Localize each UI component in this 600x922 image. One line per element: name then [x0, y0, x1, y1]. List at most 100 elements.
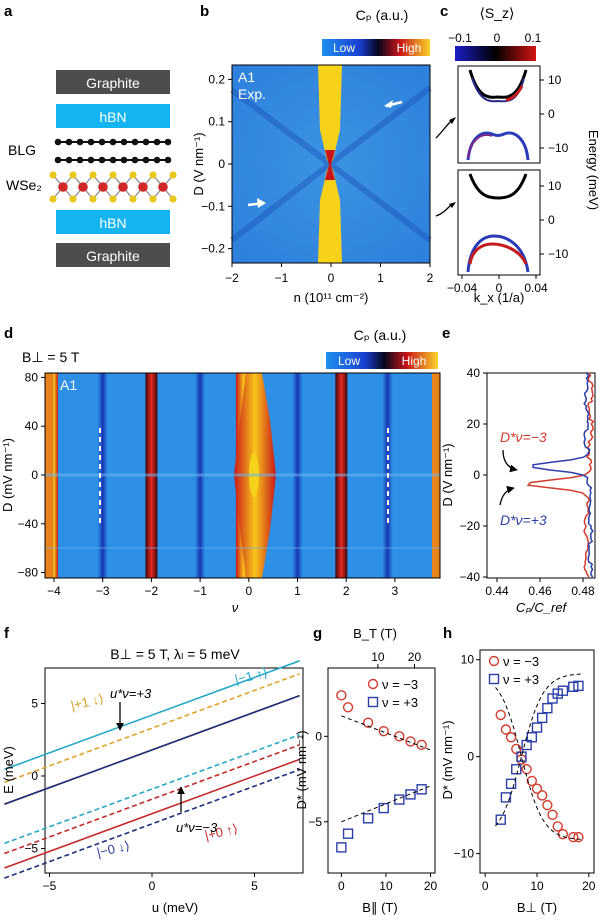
se-atom: [109, 171, 117, 179]
panel-f-level-line: [4, 768, 300, 879]
panel-f: f B⊥ = 5 T, λₗ = 5 meV |+1 ↓⟩ |−1 ↑⟩ |−0…: [1, 625, 304, 915]
wse2-lattice: [49, 171, 177, 203]
data-point-red: [405, 736, 416, 747]
panel-d-xlabel: ν: [232, 600, 239, 615]
blg-atom: [76, 138, 84, 146]
panel-c-axes: 10 0 −10 10 0 −10 −0.04 0 0.04: [447, 73, 569, 295]
blg-atom: [109, 138, 117, 146]
blg-atom: [98, 138, 106, 146]
data-point-blue: [336, 842, 347, 853]
panel-b-ytick: −0.1: [201, 199, 225, 213]
panel-d-xtick: 1: [294, 584, 301, 598]
data-point-red: [378, 726, 389, 737]
panel-d-ytick: −40: [18, 517, 39, 531]
panel-e-xtick: 0.44: [485, 584, 509, 598]
panel-f-lines: [4, 660, 300, 879]
panel-d-sample-label: A1: [60, 377, 77, 393]
y-tick: −5: [308, 815, 322, 829]
data-point-red: [573, 831, 584, 843]
blg-atom: [164, 156, 172, 164]
data-point-blue: [416, 784, 427, 795]
panel-c-ylabel: Energy (meV): [586, 130, 600, 210]
panel-e-label-red: D*ν=−3: [500, 429, 547, 445]
panel-e-arrow-blue-icon: [499, 485, 515, 506]
panel-d-xtick: 2: [343, 584, 350, 598]
se-atom: [49, 171, 57, 179]
data-point-blue: [516, 751, 527, 762]
panel-e-xtick: 0.46: [528, 584, 552, 598]
data-point-blue: [557, 685, 569, 696]
w-atom: [118, 182, 128, 192]
x-tick: 10: [530, 879, 544, 893]
panel-c-ytick-bottom: 10: [548, 179, 562, 193]
y-tick: −10: [454, 847, 475, 861]
data-point-red: [542, 799, 553, 811]
panel-g-legend-blue: ν = +3: [382, 695, 418, 710]
w-atom: [158, 182, 168, 192]
panel-b-colorbar-low: Low: [333, 41, 355, 55]
data-point-red: [526, 775, 538, 787]
panel-c-colorbar-title: ⟨S_z⟩: [479, 5, 514, 21]
panel-b-axes: −2 −1 0 1 2 0.2 0.1 0 −0.1 −0.2: [201, 72, 433, 285]
x-tick: 20: [424, 879, 438, 893]
panel-c: c ⟨S_z⟩ −0.1 0 0.1 10 0 −10 10 0 −10 −0.04 0 0.0…: [435, 3, 600, 305]
panel-f-level-line: [4, 673, 300, 784]
blg-lattice: [54, 138, 172, 164]
se-atom: [129, 195, 137, 203]
panel-h-fit-red: [495, 687, 583, 840]
panel-f-xtick: 0: [149, 879, 156, 893]
panel-f-xlabel: u (meV): [152, 900, 198, 915]
panel-f-ytick: 0: [31, 769, 38, 783]
panel-f-xtick: 5: [251, 879, 258, 893]
panel-e: e D*ν=−3 D*ν=+3 0.44 0.46 0.4840200−20−40 …: [440, 325, 596, 615]
blg-atom: [76, 156, 84, 164]
panel-g-letter: g: [313, 625, 322, 642]
panel-b-xtick: 1: [377, 271, 384, 285]
blg-atom: [54, 138, 62, 146]
y-tick: 0: [315, 729, 322, 743]
panel-h-xlabel: B⊥ (T): [517, 900, 557, 915]
panel-f-xtick: −5: [43, 879, 57, 893]
panel-d-colorbar-high: High: [402, 354, 427, 368]
panel-d-ytick: 40: [25, 419, 39, 433]
top-x-tick: 10: [371, 650, 385, 664]
panel-f-ytick: 5: [31, 697, 38, 711]
panel-e-ytick: 40: [467, 366, 481, 380]
layer-graphite-bottom: [56, 243, 170, 267]
data-point-red: [531, 783, 543, 794]
panel-a: a Graphite hBN BLG WSe₂ hBN Graphite: [4, 3, 177, 267]
layer-hbn-top-label: hBN: [99, 109, 126, 125]
blg-atom: [131, 138, 139, 146]
data-point-red: [568, 831, 579, 843]
panel-h-axes: 0 10 20 10 0 −10: [454, 653, 596, 893]
panel-b-xtick: −2: [225, 271, 239, 285]
panel-b-letter: b: [200, 3, 209, 20]
panel-c-cbar-tick-1: 0: [494, 31, 501, 45]
panel-c-xtick: 0.04: [524, 281, 548, 295]
se-atom: [89, 171, 97, 179]
panel-f-label-plus0-up: |+0 ↑⟩: [203, 821, 239, 843]
data-point-blue: [536, 712, 548, 724]
data-point-blue: [394, 794, 405, 805]
panel-b-yellow-upper: [318, 65, 342, 164]
blg-atom: [153, 138, 161, 146]
panel-d-xtick: 0: [245, 584, 252, 598]
blg-atom: [153, 156, 161, 164]
blg-atom: [131, 156, 139, 164]
panel-d-field-label: B⊥ = 5 T: [22, 349, 80, 365]
panel-f-title: B⊥ = 5 T, λₗ = 5 meV: [110, 646, 240, 662]
panel-e-letter: e: [442, 325, 450, 342]
se-atom: [169, 195, 177, 203]
blg-atom: [87, 156, 95, 164]
data-point-blue: [500, 792, 512, 803]
panel-b: b Cₚ (a.u.) Low High A1 Exp. −2 −1 0 1 2 0.2 0…: [191, 3, 434, 305]
panel-b-neck: [325, 150, 335, 180]
layer-hbn-bottom: [56, 210, 170, 234]
panel-b-ytick: 0: [218, 157, 225, 171]
panel-d-colorbar-low: Low: [338, 354, 360, 368]
se-atom: [69, 171, 77, 179]
panel-c-xtick: 0: [496, 281, 503, 295]
panel-f-level-line: [4, 744, 300, 855]
data-point-blue: [378, 802, 389, 814]
